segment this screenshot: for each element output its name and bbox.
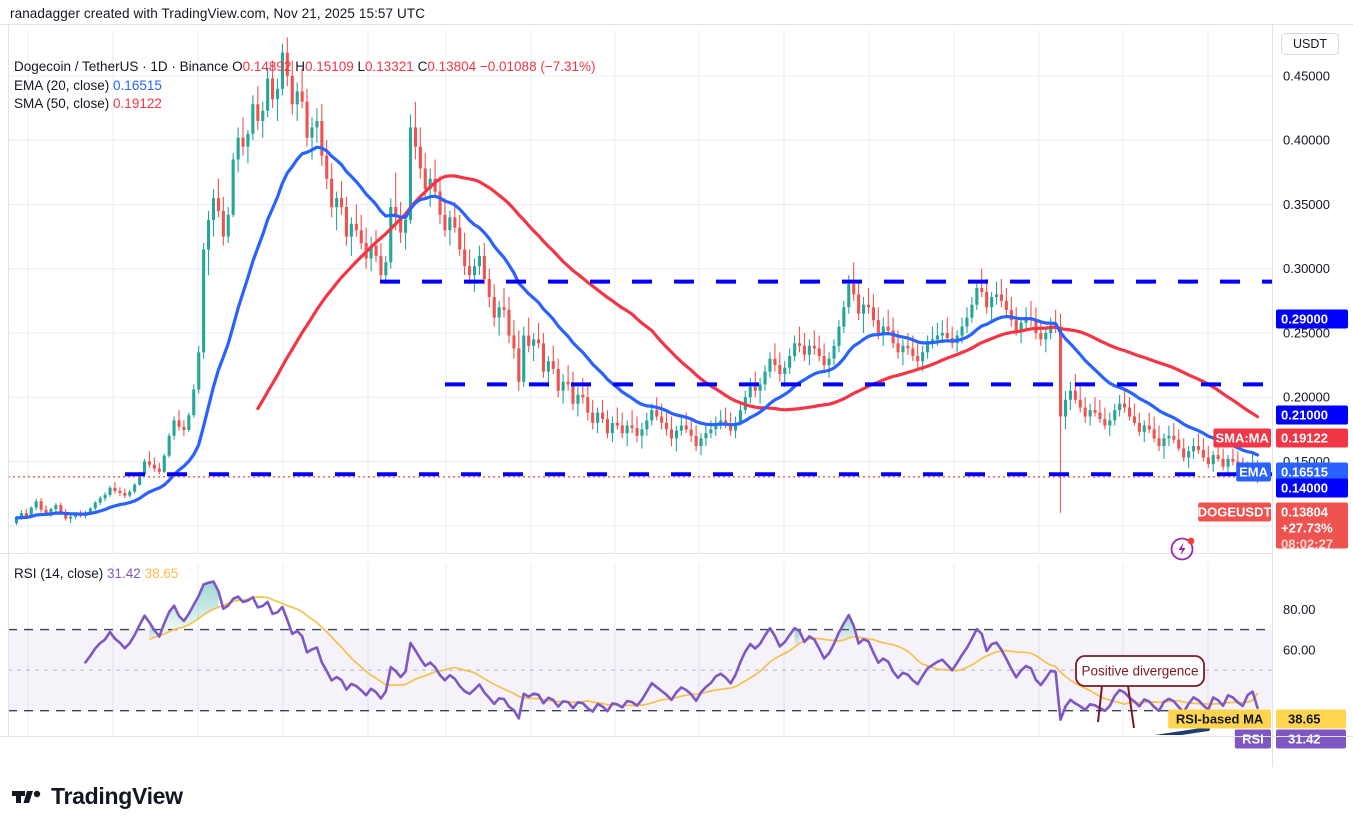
price-pill-resistance-029[interactable]: 0.29000 <box>1276 309 1348 329</box>
svg-text:EMA: EMA <box>1239 465 1269 480</box>
rsi-axis-labels: 80.00 60.00 <box>1283 602 1316 658</box>
tradingview-wordmark: TradingView <box>51 783 183 809</box>
svg-text:RSI: RSI <box>1242 732 1264 747</box>
svg-text:SMA (50, close) 0.19122: SMA (50, close) 0.19122 <box>14 96 162 111</box>
tradingview-logo: TradingView <box>12 783 183 810</box>
price-pill-last-price[interactable]: DOGEUSDT 0.13804+27.73%08:02:27 <box>1198 502 1348 552</box>
price-pill-ema[interactable]: EMA 0.16515 <box>1236 462 1348 482</box>
svg-text:60.00: 60.00 <box>1283 642 1316 657</box>
svg-text:38.65: 38.65 <box>1288 712 1321 727</box>
svg-text:DOGEUSDT: DOGEUSDT <box>1198 505 1272 520</box>
svg-text:0.40000: 0.40000 <box>1283 133 1330 148</box>
svg-text:0.20000: 0.20000 <box>1283 390 1330 405</box>
svg-text:0.45000: 0.45000 <box>1283 69 1330 84</box>
rsi-pill-rsi[interactable]: RSI 31.42 <box>1234 729 1346 749</box>
ema-20-line <box>14 145 1260 520</box>
svg-text:0.16515: 0.16515 <box>1281 465 1328 480</box>
svg-text:Positive divergence: Positive divergence <box>1081 664 1198 679</box>
rsi-pill-rsi-based-ma[interactable]: RSI-based MA 38.65 <box>1168 709 1346 729</box>
sma-50-line <box>256 174 1260 419</box>
svg-text:+27.73%: +27.73% <box>1281 521 1333 536</box>
chart-canvas[interactable]: 0.45000 0.40000 0.35000 0.30000 0.25000 0.200… <box>0 25 1353 767</box>
price-pill-resistance-021[interactable]: 0.21000 <box>1276 405 1348 425</box>
price-pill-support-014[interactable]: 0.14000 <box>1276 478 1348 498</box>
chart-annotations[interactable]: Positive divergence <box>1075 655 1205 729</box>
svg-text:0.25000: 0.25000 <box>1283 326 1330 341</box>
rsi-scale-pills[interactable]: RSI-based MA 38.65 RSI 31.42 <box>1168 709 1346 749</box>
svg-text:RSI (14, close) 31.42 38.65: RSI (14, close) 31.42 38.65 <box>14 566 178 581</box>
svg-text:0.14000: 0.14000 <box>1281 481 1328 496</box>
rsi-line <box>84 580 1259 721</box>
rsi-overbought-fill <box>149 581 854 648</box>
svg-text:0.19122: 0.19122 <box>1281 431 1328 446</box>
svg-text:0.29000: 0.29000 <box>1281 312 1328 327</box>
chart-container[interactable]: 0.45000 0.40000 0.35000 0.30000 0.25000 0.200… <box>0 24 1353 767</box>
lightning-alert-icon[interactable] <box>1168 533 1198 563</box>
tradingview-mark-icon <box>12 790 41 803</box>
positive-divergence-callout[interactable]: Positive divergence <box>1075 655 1205 729</box>
svg-text:0.30000: 0.30000 <box>1283 261 1330 276</box>
svg-text:80.00: 80.00 <box>1283 602 1316 617</box>
svg-text:SMA:MA: SMA:MA <box>1215 431 1269 446</box>
currency-unit-badge[interactable]: USDT <box>1280 33 1339 55</box>
svg-text:RSI-based MA: RSI-based MA <box>1176 712 1264 727</box>
svg-text:08:02:27: 08:02:27 <box>1281 537 1333 552</box>
rsi-based-ma-line <box>149 596 1259 707</box>
svg-text:0.35000: 0.35000 <box>1283 197 1330 212</box>
price-pill-sma-ma[interactable]: SMA:MA 0.19122 <box>1213 428 1348 448</box>
svg-text:EMA (20, close) 0.16515: EMA (20, close) 0.16515 <box>14 78 162 93</box>
svg-text:31.42: 31.42 <box>1288 732 1321 747</box>
svg-text:0.13804: 0.13804 <box>1281 505 1329 520</box>
svg-text:Dogecoin / TetherUS · 1D ·: Dogecoin / TetherUS · 1D · Binance O0.14… <box>14 59 595 74</box>
chart-legends: Dogecoin / TetherUS · 1D · Binance O0.14… <box>14 59 595 581</box>
horizontal-level-lines <box>125 279 1272 477</box>
rsi-panel-background <box>8 628 1272 712</box>
attribution-text: ranadagger created with TradingView.com,… <box>10 6 426 21</box>
candlestick-series <box>14 37 1260 526</box>
rsi-trendline <box>1154 727 1210 735</box>
svg-text:0.21000: 0.21000 <box>1281 408 1328 423</box>
